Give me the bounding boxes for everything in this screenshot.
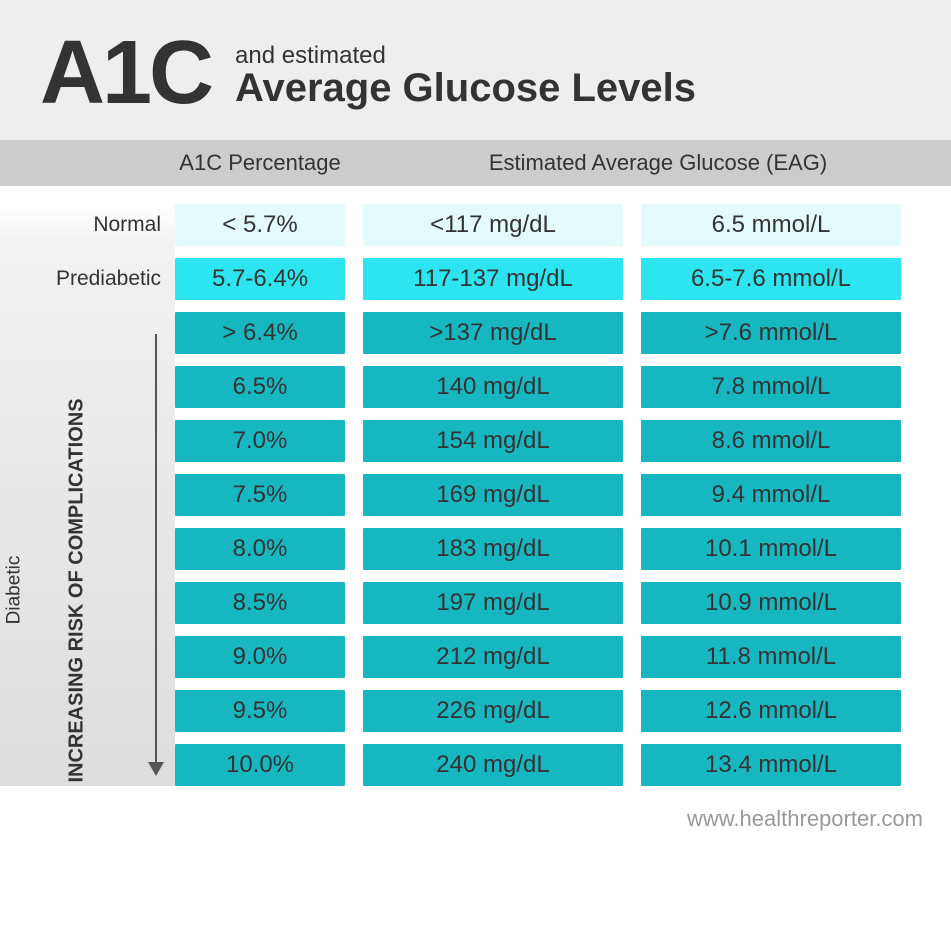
cell-mgdl: >137 mg/dL	[363, 312, 623, 354]
cell-a1c: < 5.7%	[175, 204, 345, 246]
cell-mgdl: 197 mg/dL	[363, 582, 623, 624]
cell-mgdl: 117-137 mg/dL	[363, 258, 623, 300]
cell-gap	[345, 744, 363, 786]
cell-mgdl: 140 mg/dL	[363, 366, 623, 408]
cell-mmol: 10.9 mmol/L	[641, 582, 901, 624]
cell-mmol: 6.5-7.6 mmol/L	[641, 258, 901, 300]
cell-a1c: 9.5%	[175, 690, 345, 732]
cell-gap	[345, 312, 363, 354]
cell-a1c: > 6.4%	[175, 312, 345, 354]
cell-gap	[623, 312, 641, 354]
cell-mmol: 6.5 mmol/L	[641, 204, 901, 246]
cell-mgdl: 226 mg/dL	[363, 690, 623, 732]
cell-mgdl: 169 mg/dL	[363, 474, 623, 516]
diabetic-block: Diabetic INCREASING RISK OF COMPLICATION…	[0, 334, 165, 776]
column-header-a1c: A1C Percentage	[175, 150, 345, 176]
sidebar: Normal Prediabetic Diabetic INCREASING R…	[0, 204, 175, 786]
cell-a1c: 10.0%	[175, 744, 345, 786]
cell-a1c: 7.5%	[175, 474, 345, 516]
cell-gap	[623, 204, 641, 246]
side-label-prediabetic: Prediabetic	[0, 258, 175, 312]
cell-mgdl: 240 mg/dL	[363, 744, 623, 786]
cell-gap	[345, 474, 363, 516]
cell-gap	[623, 690, 641, 732]
header-subtitle-block: and estimated Average Glucose Levels	[235, 42, 696, 111]
cell-gap	[623, 528, 641, 570]
header-subtitle-line2: Average Glucose Levels	[235, 66, 696, 111]
header: A1C and estimated Average Glucose Levels	[0, 0, 951, 140]
cell-gap	[623, 258, 641, 300]
cell-mmol: 12.6 mmol/L	[641, 690, 901, 732]
column-headers: A1C Percentage Estimated Average Glucose…	[0, 140, 951, 186]
cell-gap	[345, 258, 363, 300]
cell-mmol: 11.8 mmol/L	[641, 636, 901, 678]
cell-a1c: 7.0%	[175, 420, 345, 462]
cell-mgdl: <117 mg/dL	[363, 204, 623, 246]
cell-a1c: 8.0%	[175, 528, 345, 570]
data-table: < 5.7% <117 mg/dL 6.5 mmol/L 5.7-6.4% 117-13…	[175, 204, 931, 786]
column-header-eag: Estimated Average Glucose (EAG)	[345, 150, 931, 176]
cell-gap	[345, 420, 363, 462]
cell-gap	[623, 420, 641, 462]
cell-mmol: 10.1 mmol/L	[641, 528, 901, 570]
cell-a1c: 6.5%	[175, 366, 345, 408]
cell-gap	[345, 636, 363, 678]
cell-gap	[623, 582, 641, 624]
side-label-normal: Normal	[0, 204, 175, 258]
cell-mgdl: 154 mg/dL	[363, 420, 623, 462]
cell-gap	[345, 528, 363, 570]
cell-mmol: 9.4 mmol/L	[641, 474, 901, 516]
cell-mmol: 8.6 mmol/L	[641, 420, 901, 462]
content: Normal Prediabetic Diabetic INCREASING R…	[0, 186, 951, 786]
cell-mgdl: 212 mg/dL	[363, 636, 623, 678]
cell-mgdl: 183 mg/dL	[363, 528, 623, 570]
cell-gap	[345, 690, 363, 732]
cell-a1c: 8.5%	[175, 582, 345, 624]
cell-gap	[623, 474, 641, 516]
cell-gap	[345, 204, 363, 246]
header-title-big: A1C	[40, 28, 211, 118]
side-label-diabetic: Diabetic	[3, 556, 25, 625]
cell-gap	[345, 366, 363, 408]
cell-mmol: 13.4 mmol/L	[641, 744, 901, 786]
side-label-risk: INCREASING RISK OF COMPLICATIONS	[66, 398, 89, 782]
footer-credit: www.healthreporter.com	[0, 786, 951, 832]
risk-arrow-icon	[147, 334, 165, 776]
cell-gap	[623, 744, 641, 786]
cell-gap	[345, 582, 363, 624]
cell-gap	[623, 366, 641, 408]
cell-a1c: 9.0%	[175, 636, 345, 678]
cell-mmol: >7.6 mmol/L	[641, 312, 901, 354]
cell-mmol: 7.8 mmol/L	[641, 366, 901, 408]
cell-gap	[623, 636, 641, 678]
cell-a1c: 5.7-6.4%	[175, 258, 345, 300]
column-spacer	[20, 150, 175, 176]
